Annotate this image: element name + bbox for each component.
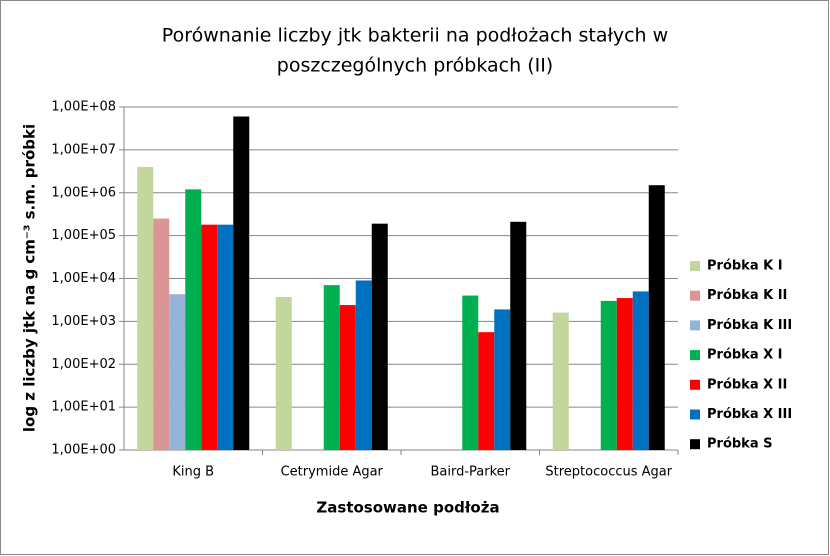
y-tick-label: 1,00E+05 [51, 228, 116, 243]
bar [552, 312, 569, 450]
bar [478, 332, 495, 450]
bar [339, 305, 356, 450]
bar [169, 294, 186, 450]
legend-label: Próbka X I [707, 348, 783, 363]
legend-swatch [690, 439, 700, 450]
bar [600, 300, 617, 450]
y-axis-title: log z liczby jtk na g cm⁻³ s.m. próbki [21, 124, 39, 432]
y-tick-label: 1,00E+03 [51, 314, 116, 329]
bar [462, 295, 479, 450]
bar [355, 280, 372, 450]
legend-swatch [690, 409, 700, 420]
legend-swatch [690, 320, 700, 331]
bar [137, 166, 154, 450]
legend-label: Próbka X III [707, 407, 792, 422]
bar [494, 309, 511, 450]
bar [217, 224, 234, 450]
bar [275, 297, 292, 450]
x-tick-label: Cetrymide Agar [281, 465, 384, 480]
bar [648, 185, 665, 451]
bar [201, 224, 218, 450]
legend-label: Próbka K III [707, 318, 792, 333]
bar [233, 116, 250, 450]
bar [323, 285, 340, 450]
legend-swatch [690, 379, 700, 390]
legend-swatch [690, 350, 700, 361]
y-tick-label: 1,00E+08 [51, 100, 116, 115]
y-tick-label: 1,00E+07 [51, 142, 116, 157]
bar [510, 221, 527, 450]
bar [616, 298, 633, 450]
chart-title: poszczególnych próbkach (II) [277, 55, 553, 77]
legend-label: Próbka S [707, 437, 772, 452]
y-tick-label: 1,00E+01 [51, 400, 116, 415]
legend-swatch [690, 290, 700, 301]
y-tick-label: 1,00E+02 [51, 357, 116, 372]
y-tick-label: 1,00E+06 [51, 185, 116, 200]
x-tick-label: Streptococcus Agar [545, 465, 672, 480]
x-tick-label: King B [172, 465, 214, 480]
x-axis-title: Zastosowane podłoża [316, 499, 499, 517]
bar [153, 218, 170, 450]
legend-label: Próbka K II [707, 288, 787, 303]
bar [371, 223, 388, 450]
legend-label: Próbka K I [707, 259, 783, 274]
bar [185, 189, 202, 450]
chart-title: Porównanie liczby jtk bakterii na podłoż… [162, 25, 668, 47]
y-tick-label: 1,00E+04 [51, 271, 116, 286]
legend-swatch [690, 261, 700, 271]
bar [632, 291, 649, 450]
legend-label: Próbka X II [707, 377, 787, 392]
x-tick-label: Baird-Parker [430, 465, 510, 480]
y-tick-label: 1,00E+00 [51, 443, 116, 458]
